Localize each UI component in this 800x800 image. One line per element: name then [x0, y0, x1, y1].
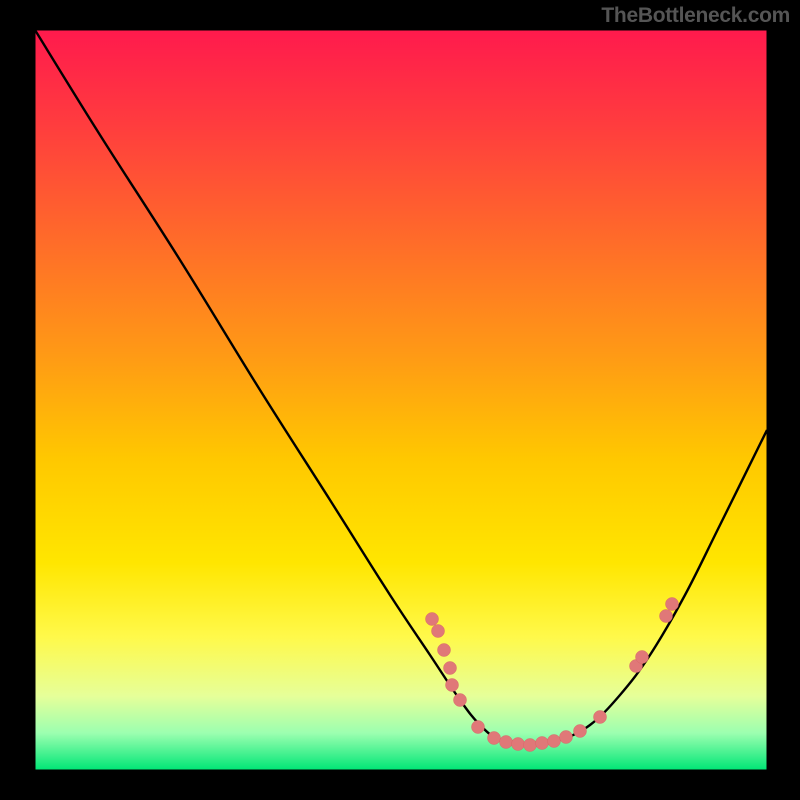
data-marker	[536, 737, 549, 750]
data-marker	[560, 731, 573, 744]
data-marker	[426, 613, 439, 626]
data-marker	[444, 662, 457, 675]
watermark-text: TheBottleneck.com	[601, 4, 790, 28]
data-marker	[524, 739, 537, 752]
gradient-background	[35, 30, 767, 770]
data-marker	[512, 738, 525, 751]
data-marker	[594, 711, 607, 724]
data-marker	[660, 610, 673, 623]
data-marker	[548, 735, 561, 748]
bottleneck-chart	[0, 0, 800, 800]
data-marker	[574, 725, 587, 738]
data-marker	[446, 679, 459, 692]
data-marker	[432, 625, 445, 638]
data-marker	[454, 694, 467, 707]
data-marker	[472, 721, 485, 734]
data-marker	[438, 644, 451, 657]
data-marker	[666, 598, 679, 611]
data-marker	[488, 732, 501, 745]
data-marker	[636, 651, 649, 664]
data-marker	[500, 736, 513, 749]
